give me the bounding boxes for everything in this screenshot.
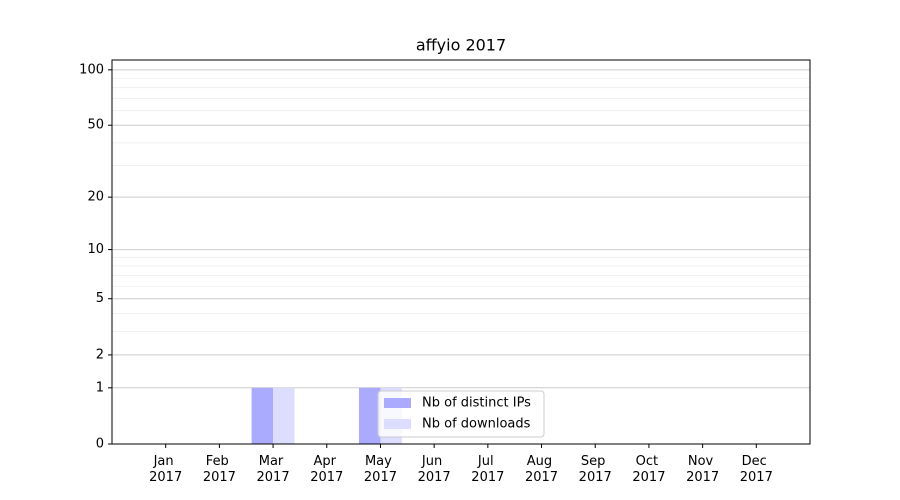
x-tick-label: Jan 2017	[149, 454, 182, 485]
x-tick-label: Jun 2017	[418, 454, 451, 485]
legend-label: Nb of downloads	[422, 417, 531, 432]
legend: Nb of distinct IPs Nb of downloads	[377, 390, 545, 438]
y-tick-label: 100	[79, 62, 104, 77]
chart-title: affyio 2017	[416, 36, 506, 55]
x-tick-label: Nov 2017	[686, 454, 719, 485]
y-tick-label: 10	[87, 242, 104, 257]
legend-box	[377, 390, 545, 438]
x-tick-label: Feb 2017	[203, 454, 236, 485]
y-tick-label: 50	[87, 118, 104, 133]
y-tick-label: 5	[96, 291, 104, 306]
y-tick-label: 20	[87, 190, 104, 205]
y-tick-label: 1	[96, 380, 104, 395]
x-tick-label: Jul 2017	[471, 454, 504, 485]
legend-swatch	[384, 419, 411, 429]
legend-swatch	[384, 398, 411, 408]
y-tick-label: 0	[96, 437, 104, 452]
bar	[358, 387, 381, 444]
bar	[273, 387, 295, 444]
x-tick-label: Sep 2017	[579, 454, 612, 485]
x-tick-label: Dec 2017	[740, 454, 773, 485]
x-tick-label: May 2017	[364, 454, 397, 485]
x-tick-label: Oct 2017	[632, 454, 665, 485]
bar	[251, 387, 274, 444]
x-tick-label: Mar 2017	[257, 454, 290, 485]
plot-frame	[111, 59, 811, 445]
x-tick-label: Aug 2017	[525, 454, 558, 485]
y-tick-label: 2	[96, 347, 104, 362]
x-tick-label: Apr 2017	[310, 454, 343, 485]
legend-label: Nb of distinct IPs	[422, 396, 531, 411]
